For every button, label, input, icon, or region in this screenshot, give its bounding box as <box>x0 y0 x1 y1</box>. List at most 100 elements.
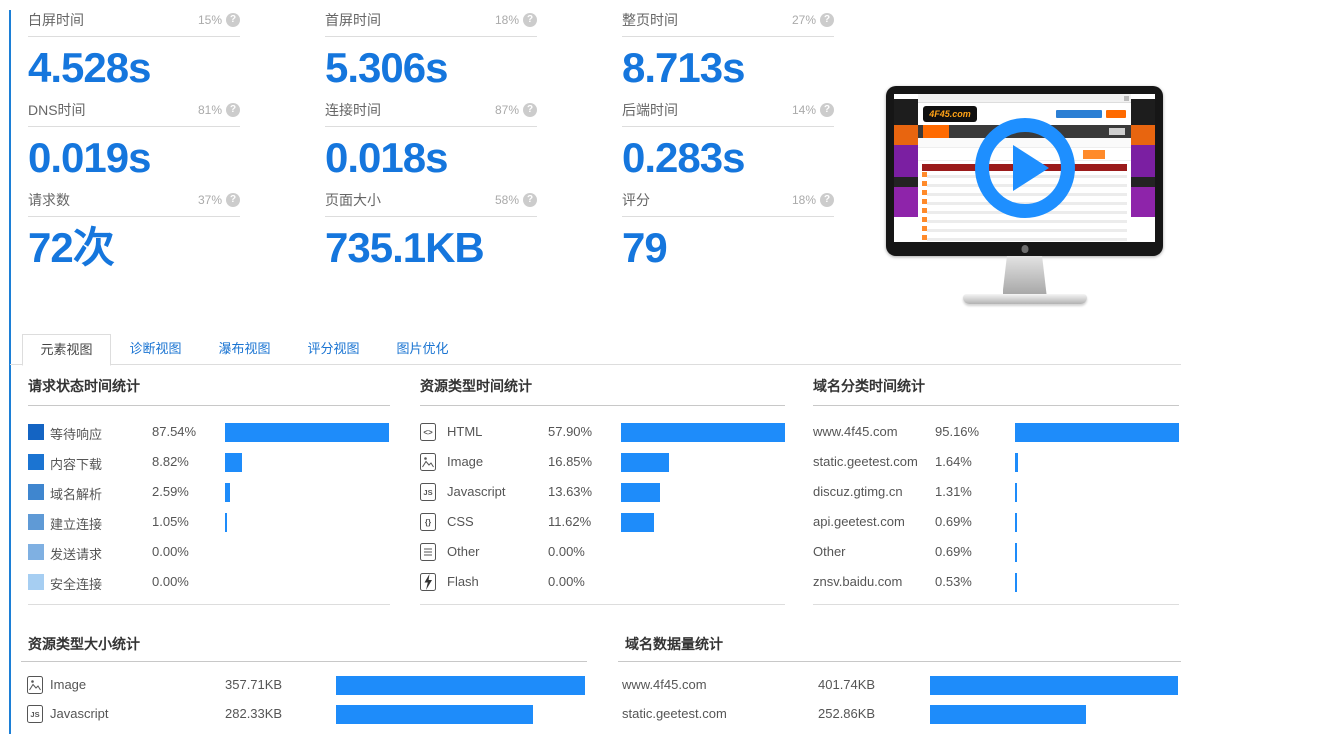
panel-title: 域名数据量统计 <box>618 633 1181 662</box>
stat-label: 域名解析 <box>50 487 103 502</box>
stat-value: 1.31% <box>935 484 972 499</box>
panel-title: 请求状态时间统计 <box>28 375 390 406</box>
stat-value: 16.85% <box>548 454 593 469</box>
bar-track <box>1015 423 1179 442</box>
metric-value: 4.528s <box>28 44 151 91</box>
stat-value: 252.86KB <box>818 706 876 721</box>
panel-request-status-time: 请求状态时间统计 等待响应 87.54% 内容下载 8.82% 域名解析 2.59% 建立连… <box>28 375 390 605</box>
metric-card: 连接时间 87% ? 0.018s <box>325 102 537 191</box>
bar-track <box>225 423 389 442</box>
metric-percentile: 37% <box>197 192 222 207</box>
image-icon <box>27 675 43 695</box>
stat-label: Javascript <box>447 484 506 499</box>
stat-rows: <> HTML 57.90% Image 16.85% JS Javascript 13.63… <box>420 418 785 598</box>
play-button[interactable] <box>974 118 1075 218</box>
javascript-icon: JS <box>420 482 436 502</box>
metric-value: 0.283s <box>622 134 745 181</box>
stat-row: discuz.gtimg.cn 1.31% <box>813 478 1179 508</box>
tab-waterfall-view[interactable]: 瀑布视图 <box>218 341 271 356</box>
svg-text:JS: JS <box>30 710 39 719</box>
help-icon[interactable]: ? <box>226 12 240 27</box>
stat-value: 2.59% <box>152 484 189 499</box>
metric-percentile-group: 58% ? <box>494 192 537 207</box>
tab-score-view[interactable]: 评分视图 <box>307 341 360 356</box>
metric-label: DNS时间 <box>28 101 86 118</box>
legend-swatch-icon <box>28 484 44 500</box>
bar-track <box>1015 543 1179 562</box>
bar-track <box>336 676 585 695</box>
metric-percentile: 81% <box>197 102 222 117</box>
help-icon[interactable]: ? <box>820 102 834 117</box>
tab-image-optimization[interactable]: 图片优化 <box>396 341 449 356</box>
metric-percentile: 58% <box>494 192 519 207</box>
metric-percentile: 14% <box>791 102 816 117</box>
bar-fill <box>621 513 654 532</box>
view-tabs: 元素视图 诊断视图 瀑布视图 评分视图 图片优化 <box>10 334 1181 366</box>
metric-header: 评分 18% ? <box>622 192 834 217</box>
metric-header: 白屏时间 15% ? <box>28 12 240 37</box>
metrics-grid: 白屏时间 15% ? 4.528s 首屏时间 18% ? 5.306s 整页时间 <box>28 12 838 282</box>
bar-fill <box>225 513 227 532</box>
metric-header: DNS时间 81% ? <box>28 102 240 127</box>
metric-card: 评分 18% ? 79 <box>622 192 834 281</box>
help-icon[interactable]: ? <box>523 102 537 117</box>
stat-row: <> HTML 57.90% <box>420 418 785 448</box>
stat-label: Image <box>50 677 87 692</box>
bar-track <box>225 483 389 502</box>
stat-value: 13.63% <box>548 484 593 499</box>
tab-element-view[interactable]: 元素视图 <box>22 334 111 366</box>
help-icon[interactable]: ? <box>523 192 537 207</box>
stat-label: www.4f45.com <box>622 677 707 692</box>
bar-fill <box>1015 423 1179 442</box>
help-icon[interactable]: ? <box>523 12 537 27</box>
bar-track <box>621 483 785 502</box>
stat-row: 内容下载 8.82% <box>28 448 390 478</box>
help-icon[interactable]: ? <box>820 12 834 27</box>
bar-fill <box>336 705 533 724</box>
metric-percentile-group: 14% ? <box>791 102 834 117</box>
svg-text:{}: {} <box>425 518 431 527</box>
apple-logo-icon <box>1021 245 1028 253</box>
tab-diagnostic-view[interactable]: 诊断视图 <box>129 341 182 356</box>
css-icon: {} <box>420 512 436 532</box>
panel-domain-time: 域名分类时间统计 www.4f45.com 95.16% static.geetes… <box>813 375 1179 605</box>
metric-header: 请求数 37% ? <box>28 192 240 217</box>
bar-track <box>930 705 1178 724</box>
bar-track <box>930 676 1178 695</box>
stat-row: api.geetest.com 0.69% <box>813 508 1179 538</box>
help-icon[interactable]: ? <box>226 192 240 207</box>
video-preview[interactable]: 4F45.com <box>886 86 1163 304</box>
help-icon[interactable]: ? <box>820 192 834 207</box>
stat-value: 57.90% <box>548 424 593 439</box>
flash-icon <box>420 572 436 592</box>
stat-row: JS Javascript 13.63% <box>420 478 785 508</box>
bar-track <box>1015 483 1179 502</box>
monitor-bezel: 4F45.com <box>886 86 1163 256</box>
metric-label: 白屏时间 <box>28 11 84 28</box>
legend-swatch-icon <box>28 544 44 560</box>
stat-row: Other 0.00% <box>420 538 785 568</box>
bar-track <box>621 423 785 442</box>
bar-track <box>1015 573 1179 592</box>
thumb-blue-button <box>1056 110 1102 118</box>
stat-row: 安全连接 0.00% <box>28 568 390 598</box>
metric-value: 79 <box>622 224 668 271</box>
left-accent-line <box>9 10 11 734</box>
bar-fill <box>1015 543 1017 562</box>
stat-label: Other <box>813 544 846 559</box>
image-icon <box>420 452 436 472</box>
stat-value: 282.33KB <box>225 706 283 721</box>
stat-value: 0.00% <box>548 544 585 559</box>
bar-track <box>1015 513 1179 532</box>
monitor-screen: 4F45.com <box>894 94 1155 242</box>
stat-label: Javascript <box>50 706 109 721</box>
bar-fill <box>225 483 230 502</box>
bar-fill <box>225 423 389 442</box>
metric-card: 整页时间 27% ? 8.713s <box>622 12 834 101</box>
metric-percentile: 18% <box>791 192 816 207</box>
help-icon[interactable]: ? <box>226 102 240 117</box>
panel-title: 域名分类时间统计 <box>813 375 1179 406</box>
metric-value: 5.306s <box>325 44 448 91</box>
bar-track <box>621 513 785 532</box>
metric-card: 请求数 37% ? 72次 <box>28 192 240 281</box>
